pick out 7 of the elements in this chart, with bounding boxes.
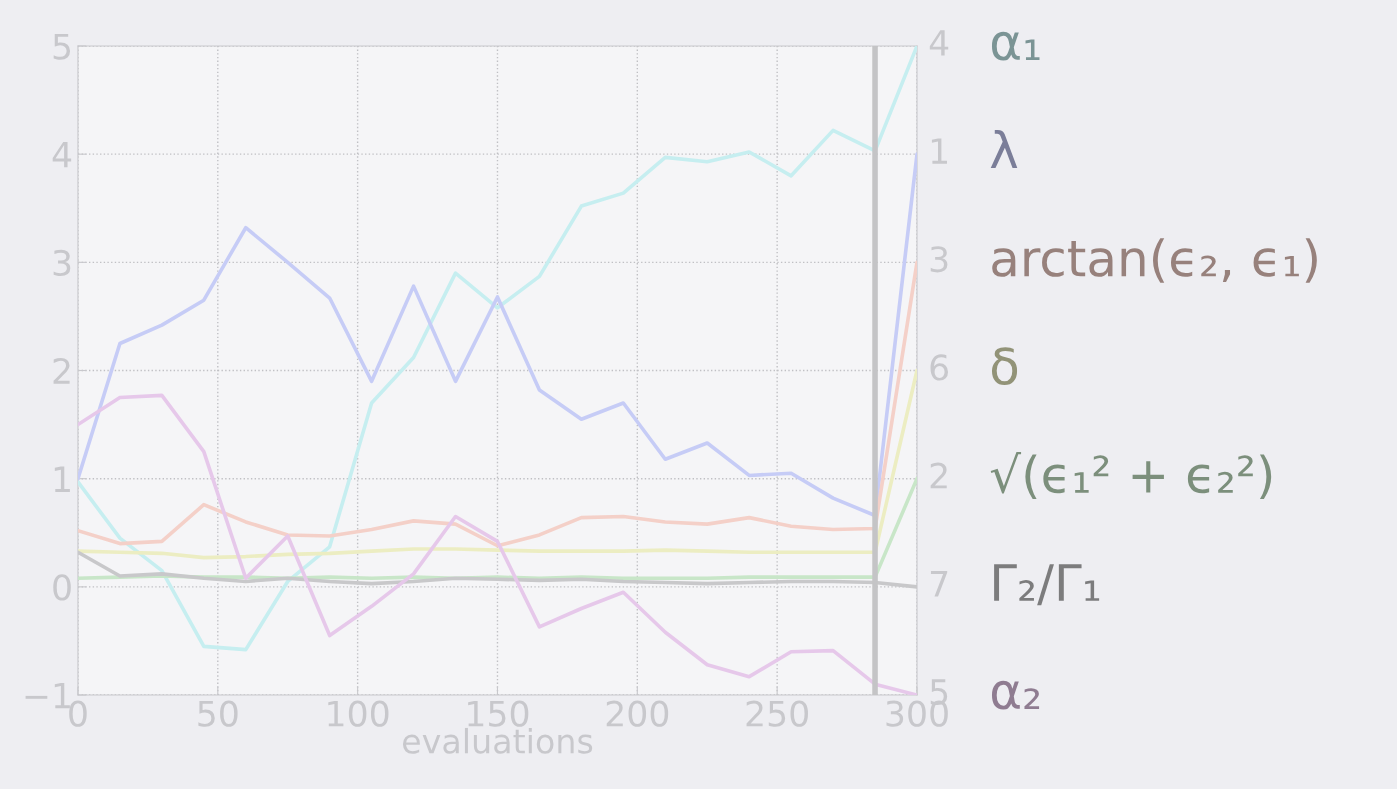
series-label: δ	[991, 347, 1018, 386]
series-label: α₂	[991, 680, 1040, 710]
series-label: Γ₂/Γ₁	[994, 564, 1100, 606]
series-label: λ	[990, 129, 1018, 168]
series-label: α₁	[991, 31, 1040, 61]
series-label: √(ϵ₁² + ϵ₂²)	[990, 451, 1272, 500]
series-label: arctan(ϵ₂, ϵ₁)	[992, 238, 1317, 283]
